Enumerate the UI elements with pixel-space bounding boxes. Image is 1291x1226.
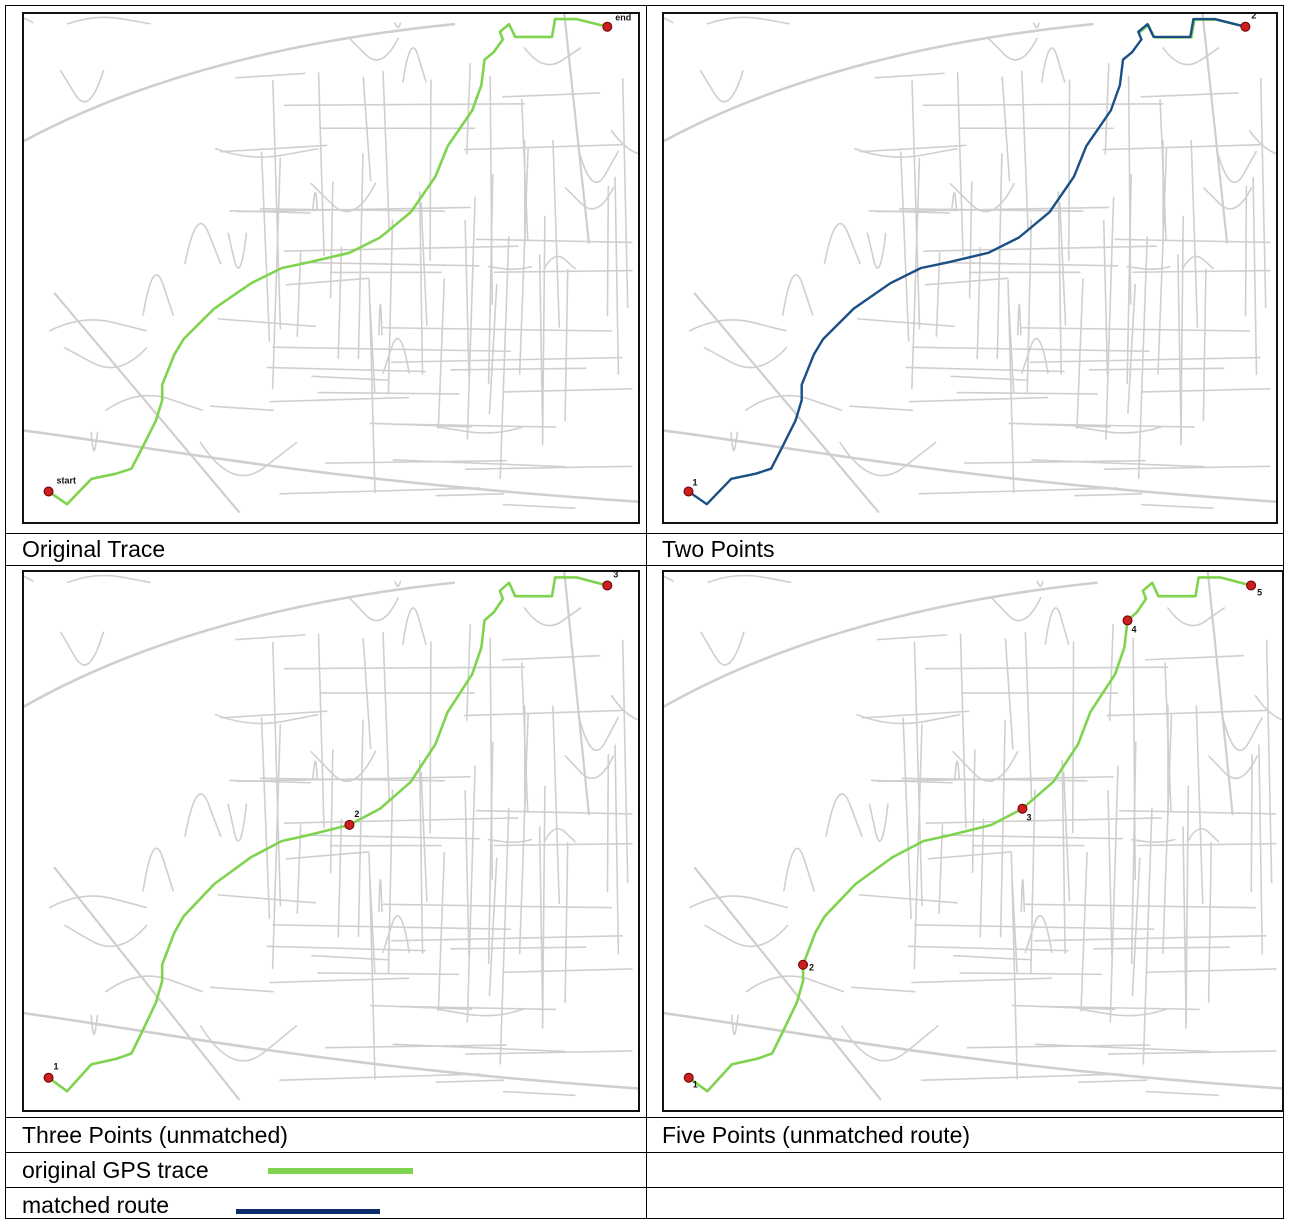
road-network bbox=[664, 572, 1282, 1101]
legend-gps-label: original GPS trace bbox=[22, 1157, 209, 1183]
map-five-points: 1 2 3 4 5 bbox=[662, 570, 1284, 1112]
route-point-label: 4 bbox=[1132, 624, 1137, 634]
map-canvas: 1 2 3 4 5 bbox=[664, 572, 1282, 1101]
map-three-points: 1 2 3 bbox=[22, 570, 640, 1112]
route-point-marker bbox=[1017, 803, 1028, 814]
route-point-marker bbox=[683, 1072, 694, 1083]
table-divider-5 bbox=[5, 1187, 1284, 1188]
route-point-label: 2 bbox=[354, 809, 359, 819]
table-divider-4 bbox=[5, 1152, 1284, 1153]
route-point-marker bbox=[1246, 580, 1257, 591]
caption-two-points: Two Points bbox=[662, 536, 775, 562]
route-point-marker bbox=[43, 486, 54, 497]
route-point-marker bbox=[683, 486, 694, 497]
map-canvas: 1 2 3 bbox=[24, 572, 638, 1101]
route-point-marker bbox=[43, 1072, 54, 1083]
caption-original-trace: Original Trace bbox=[22, 536, 166, 562]
caption-three-points: Three Points (unmatched) bbox=[22, 1122, 288, 1148]
road-network bbox=[664, 14, 1276, 513]
route-point-marker bbox=[1240, 21, 1251, 32]
route-point-marker bbox=[344, 819, 355, 830]
table-divider-vertical bbox=[646, 5, 647, 1219]
table-divider-2 bbox=[5, 565, 1284, 566]
route-point-marker bbox=[798, 959, 809, 970]
map-original-trace: start end bbox=[22, 12, 640, 524]
gps-trace-line bbox=[687, 576, 1252, 1093]
caption-five-points: Five Points (unmatched route) bbox=[662, 1122, 971, 1148]
route-point-label: 3 bbox=[613, 572, 618, 579]
map-canvas: 12 bbox=[664, 14, 1276, 513]
road-network bbox=[24, 572, 638, 1101]
route-point-label: 1 bbox=[693, 1080, 698, 1090]
route-point-label: end bbox=[615, 14, 631, 23]
route-point-label: 2 bbox=[809, 963, 814, 973]
route-point-label: 1 bbox=[692, 478, 697, 488]
route-point-marker bbox=[602, 580, 613, 591]
route-point-label: 3 bbox=[1026, 813, 1031, 823]
route-point-label: 1 bbox=[54, 1062, 59, 1072]
legend-matched-label: matched route bbox=[22, 1192, 170, 1218]
road-network bbox=[24, 14, 638, 513]
map-canvas: start end bbox=[24, 14, 638, 513]
table-divider-1 bbox=[5, 533, 1284, 534]
gps-trace-line bbox=[47, 17, 608, 506]
route-point-label: start bbox=[57, 476, 77, 486]
gps-trace-line bbox=[47, 576, 608, 1093]
table-divider-3 bbox=[5, 1117, 1284, 1118]
legend-gps-swatch bbox=[268, 1168, 413, 1174]
route-point-marker bbox=[1122, 615, 1133, 626]
legend-matched-swatch bbox=[236, 1209, 380, 1214]
route-point-label: 2 bbox=[1251, 14, 1256, 21]
matched-route-line bbox=[687, 17, 1246, 506]
route-point-marker bbox=[602, 21, 613, 32]
route-point-label: 5 bbox=[1257, 587, 1262, 597]
